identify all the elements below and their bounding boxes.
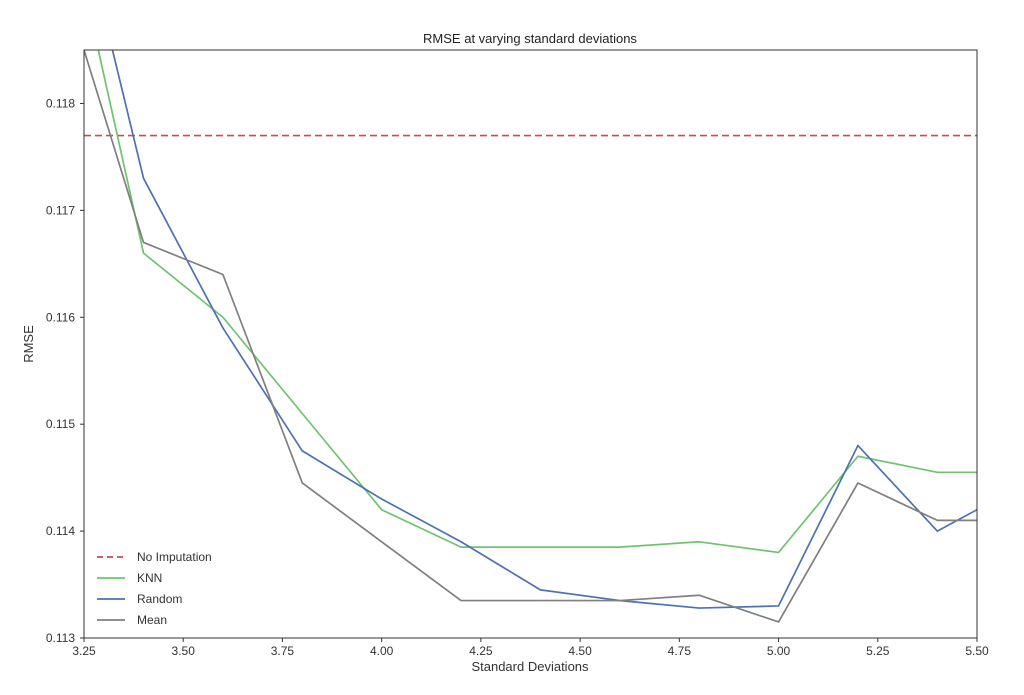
x-tick-label: 4.50 bbox=[568, 644, 592, 658]
chart-title: RMSE at varying standard deviations bbox=[423, 31, 637, 46]
legend-label-random: Random bbox=[137, 592, 182, 606]
x-tick-label: 5.50 bbox=[965, 644, 989, 658]
y-tick-label: 0.116 bbox=[46, 310, 75, 324]
x-tick-label: 5.25 bbox=[866, 644, 890, 658]
x-tick-label: 4.75 bbox=[668, 644, 692, 658]
y-axis-title: RMSE bbox=[21, 325, 36, 363]
legend-label-no-imputation: No Imputation bbox=[137, 550, 212, 564]
series-line-random bbox=[111, 50, 977, 609]
y-axis: 0.113 0.114 0.115 0.116 0.117 0.118 bbox=[46, 96, 84, 645]
x-tick-label: 4.00 bbox=[370, 644, 394, 658]
x-tick-label: 4.25 bbox=[469, 644, 493, 658]
legend: No Imputation KNN Random Mean bbox=[97, 550, 212, 627]
y-tick-label: 0.113 bbox=[46, 631, 75, 645]
x-tick-label: 3.25 bbox=[72, 644, 96, 658]
y-tick-label: 0.118 bbox=[46, 96, 75, 110]
y-tick-label: 0.115 bbox=[46, 417, 75, 431]
x-tick-label: 3.50 bbox=[172, 644, 196, 658]
legend-label-knn: KNN bbox=[137, 571, 162, 585]
plot-frame bbox=[83, 49, 978, 639]
series-line-knn bbox=[97, 50, 977, 554]
x-axis-title: Standard Deviations bbox=[471, 659, 589, 674]
x-tick-label: 3.75 bbox=[271, 644, 295, 658]
plot-area bbox=[84, 50, 977, 623]
x-tick-label: 5.00 bbox=[767, 644, 791, 658]
x-axis: 3.25 3.50 3.75 4.00 4.25 4.50 4.75 5.00 5.25 5.50 bbox=[72, 638, 989, 658]
series-line-mean bbox=[84, 50, 977, 623]
y-tick-label: 0.114 bbox=[46, 524, 75, 538]
legend-label-mean: Mean bbox=[137, 613, 167, 627]
y-tick-label: 0.117 bbox=[46, 203, 75, 217]
